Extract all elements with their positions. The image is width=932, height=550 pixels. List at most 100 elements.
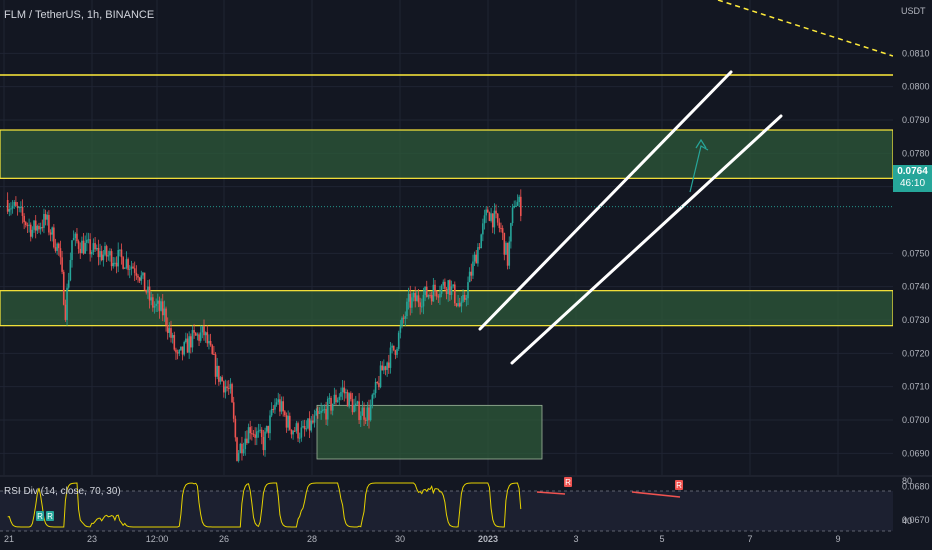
candle-body <box>87 239 90 241</box>
candle-body <box>138 277 141 281</box>
candle-body <box>28 224 30 226</box>
candle-body <box>498 222 501 229</box>
time-tick-label: 26 <box>219 534 229 544</box>
candle-body <box>505 242 507 255</box>
candle-body <box>305 428 308 430</box>
candle-body <box>414 292 416 302</box>
candle-body <box>399 326 402 333</box>
candle-body <box>488 212 491 221</box>
candle-body <box>95 247 98 250</box>
candle-body <box>427 295 430 297</box>
candle-body <box>148 286 151 301</box>
candle-body <box>374 381 377 394</box>
time-axis: 21 23 12:00 26 28 30 2023 3 5 7 9 <box>4 534 841 544</box>
divergence-line <box>536 491 566 495</box>
candle-body <box>229 384 232 389</box>
candle-body <box>44 213 47 220</box>
channel-lower-line <box>510 114 783 365</box>
candle-body <box>128 268 131 270</box>
price-tick-label: 0.0790 <box>902 115 930 125</box>
candle-body <box>256 431 258 438</box>
candle-body <box>430 295 433 302</box>
candle-body <box>292 430 294 435</box>
candle-body <box>500 228 502 230</box>
candle-body <box>247 427 250 444</box>
candle-body <box>175 349 177 353</box>
candle-body <box>142 272 144 276</box>
candle-body <box>251 433 253 435</box>
candle-body <box>341 387 344 393</box>
candle-body <box>346 392 349 407</box>
candle-body <box>191 330 194 348</box>
candle-body <box>302 425 304 428</box>
time-tick-label: 21 <box>4 534 14 544</box>
rsi-tick-label: 40 <box>902 516 912 526</box>
candle-body <box>66 287 68 320</box>
candle-body <box>104 246 106 255</box>
rsi-line <box>7 482 522 528</box>
candle-body <box>407 293 410 302</box>
bar-countdown: 46:10 <box>899 178 926 189</box>
candle-body <box>297 423 299 439</box>
candle-body <box>279 399 281 412</box>
candle-body <box>416 295 418 302</box>
projection-arrowhead <box>695 138 707 149</box>
candle-body <box>236 437 238 461</box>
candle-body <box>211 345 214 354</box>
candle-body <box>449 280 451 295</box>
candle-body <box>482 223 484 235</box>
candle-body <box>46 214 49 220</box>
candle-body <box>510 223 512 242</box>
candle-body <box>54 247 57 251</box>
candle-body <box>71 240 73 261</box>
price-tick-label: 0.0780 <box>902 148 930 158</box>
candle-body <box>425 286 428 297</box>
candle-body <box>287 415 289 428</box>
candle-body <box>86 239 88 243</box>
candle-body <box>322 409 324 411</box>
candle-body <box>221 377 223 382</box>
candle-body <box>153 305 156 308</box>
candle-body <box>475 254 478 264</box>
candle-body <box>473 254 476 262</box>
candle-body <box>168 328 171 333</box>
candle-body <box>293 430 296 432</box>
time-tick-label: 9 <box>835 534 840 544</box>
candle-body <box>435 291 438 297</box>
price-tick-label: 0.0720 <box>902 348 930 358</box>
candle-body <box>257 430 260 432</box>
candle-body <box>226 386 228 389</box>
candle-body <box>161 301 164 316</box>
candle-body <box>371 394 374 406</box>
zone-rect <box>0 129 893 179</box>
candle-body <box>452 284 454 287</box>
candle-body <box>434 284 436 292</box>
candle-body <box>383 366 385 371</box>
candle-body <box>102 254 105 261</box>
candle-body <box>140 275 143 281</box>
candle-body <box>227 388 230 390</box>
candle-body <box>506 242 509 266</box>
candle-body <box>188 336 190 353</box>
candle-body <box>392 345 395 351</box>
candle-body <box>307 418 309 429</box>
divergence-marker <box>564 477 572 487</box>
candle-body <box>109 251 111 256</box>
candle-body <box>325 409 327 420</box>
candle-body <box>252 433 255 435</box>
candle-body <box>485 209 487 216</box>
candle-body <box>356 401 359 404</box>
candle-body <box>89 239 91 255</box>
price-tick-label: 0.0810 <box>902 48 930 58</box>
candle-body <box>186 338 189 353</box>
candle-body <box>51 227 53 235</box>
candle-body <box>194 332 197 336</box>
time-tick-label: 23 <box>87 534 97 544</box>
candle-body <box>444 281 446 289</box>
candle-body <box>178 349 181 354</box>
candle-body <box>468 271 471 283</box>
candle-body <box>295 423 298 432</box>
candle-body <box>282 401 284 412</box>
